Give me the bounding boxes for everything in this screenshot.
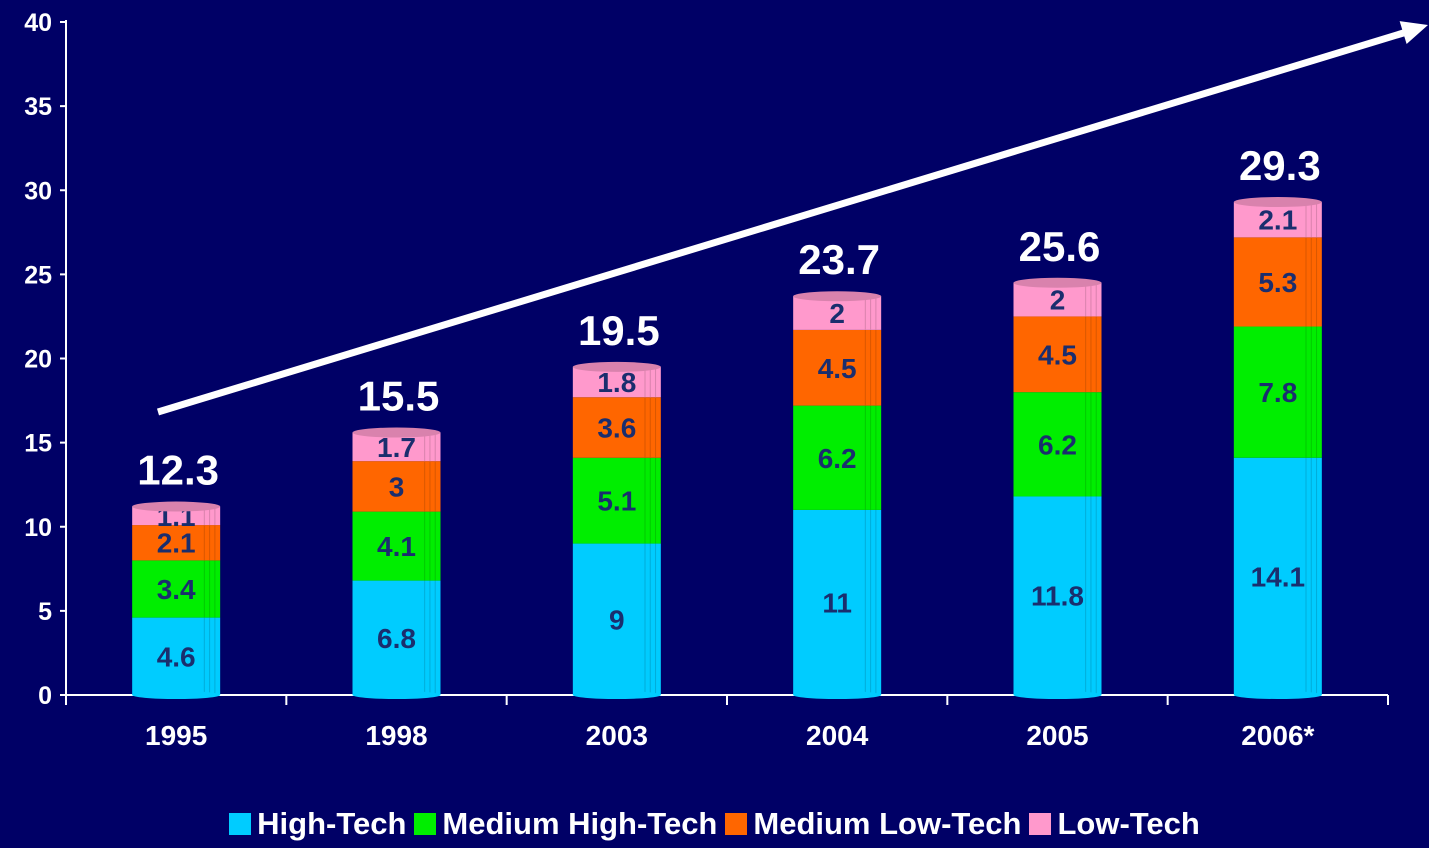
bar-segment (1013, 392, 1102, 497)
total-label: 29.3 (1239, 142, 1321, 189)
total-label: 12.3 (137, 447, 219, 494)
legend-swatch-low-tech (1029, 813, 1052, 835)
segment-label: 5.3 (1258, 267, 1297, 298)
legend-label-medium-low-tech: Medium Low-Tech (753, 806, 1022, 841)
bar-segment (132, 525, 221, 561)
total-label: 15.5 (358, 373, 440, 420)
y-tick-label: 10 (24, 514, 52, 542)
x-tick-label: 2006* (1241, 720, 1314, 751)
legend-item-medium-high-tech: Medium High-Tech (414, 806, 717, 842)
total-label: 23.7 (798, 236, 880, 283)
segment-label: 6.8 (377, 623, 416, 654)
bar-base (132, 691, 221, 699)
y-tick-label: 40 (24, 9, 52, 37)
bar-segment (1233, 237, 1322, 327)
segment-label: 11.8 (1031, 581, 1084, 612)
segment-label: 4.5 (1038, 339, 1077, 370)
y-tick-label: 20 (24, 346, 52, 374)
bar-segment (1013, 282, 1102, 317)
bar-segment (1013, 496, 1102, 695)
bar-base (1013, 691, 1102, 699)
bar-segment (1233, 457, 1322, 695)
bar-segment (352, 580, 441, 695)
bar-segment (793, 296, 882, 330)
bar-segment (1233, 202, 1322, 238)
legend-item-medium-low-tech: Medium Low-Tech (725, 806, 1021, 842)
segment-label: 5.1 (597, 486, 636, 517)
segment-label: 2.1 (157, 528, 196, 559)
total-label: 25.6 (1019, 223, 1101, 270)
bar-base (793, 691, 882, 699)
bar-cap (1013, 277, 1102, 288)
legend-label-medium-high-tech: Medium High-Tech (442, 806, 718, 841)
bar-base (572, 691, 661, 699)
bar-cap (572, 361, 661, 372)
trend-arrow-head (1399, 21, 1428, 45)
bar-segment (572, 397, 661, 458)
bar-segment (352, 511, 441, 581)
segment-label: 1.8 (597, 367, 636, 398)
bar-segment (132, 617, 221, 695)
bar-base (1233, 691, 1322, 699)
segment-label: 2.1 (1258, 205, 1297, 236)
legend-item-low-tech: Low-Tech (1029, 806, 1200, 842)
y-tick-label: 0 (38, 682, 52, 710)
trend-arrow-line (156, 27, 1412, 416)
bar-base (352, 691, 441, 699)
bar-segment (352, 461, 441, 512)
x-tick-label: 1995 (145, 720, 207, 751)
bar-segment (572, 366, 661, 398)
bar-segment (793, 405, 882, 510)
bar-cap (352, 427, 441, 438)
bar-segment (1233, 326, 1322, 458)
segment-label: 7.8 (1258, 377, 1297, 408)
bar-cap (793, 291, 882, 302)
segment-label: 4.5 (818, 353, 857, 384)
legend-swatch-medium-high-tech (414, 813, 437, 835)
bar-segment (572, 543, 661, 695)
segment-label: 11 (822, 587, 852, 618)
legend-label-low-tech: Low-Tech (1057, 806, 1200, 841)
bar-segment (572, 457, 661, 544)
x-tick-label: 2004 (806, 720, 869, 751)
legend-swatch-high-tech (229, 813, 252, 835)
segment-label: 3.6 (597, 412, 636, 443)
y-tick-label: 25 (24, 261, 52, 289)
bar-cap (1233, 197, 1322, 208)
segment-label: 9 (609, 604, 625, 635)
legend-swatch-medium-low-tech (725, 813, 748, 835)
segment-label: 4.6 (157, 641, 196, 672)
segment-label: 6.2 (1038, 429, 1077, 460)
bar-segment (1013, 316, 1102, 393)
bar-segment (793, 509, 882, 695)
segment-label: 2 (829, 298, 845, 329)
legend-label-high-tech: High-Tech (257, 806, 407, 841)
segment-label: 6.2 (818, 443, 857, 474)
x-tick-label: 2005 (1026, 720, 1088, 751)
x-tick-label: 2003 (586, 720, 648, 751)
segment-label: 4.1 (377, 531, 416, 562)
segment-label: 3.4 (157, 574, 196, 605)
bar-segment (132, 560, 221, 618)
y-tick-label: 5 (38, 598, 52, 626)
bar-segment (132, 506, 221, 526)
y-tick-label: 15 (24, 430, 52, 458)
x-tick-label: 1998 (365, 720, 427, 751)
segment-label: 2 (1050, 285, 1066, 316)
segment-label: 3 (389, 471, 405, 502)
total-label: 19.5 (578, 307, 660, 354)
bar-cap (132, 501, 221, 512)
segment-label: 14.1 (1251, 561, 1306, 592)
y-tick-label: 35 (24, 93, 52, 121)
legend: High-Tech Medium High-Tech Medium Low-Te… (0, 806, 1429, 842)
legend-item-high-tech: High-Tech (229, 806, 406, 842)
y-tick-label: 30 (24, 177, 52, 205)
bar-segment (793, 329, 882, 406)
